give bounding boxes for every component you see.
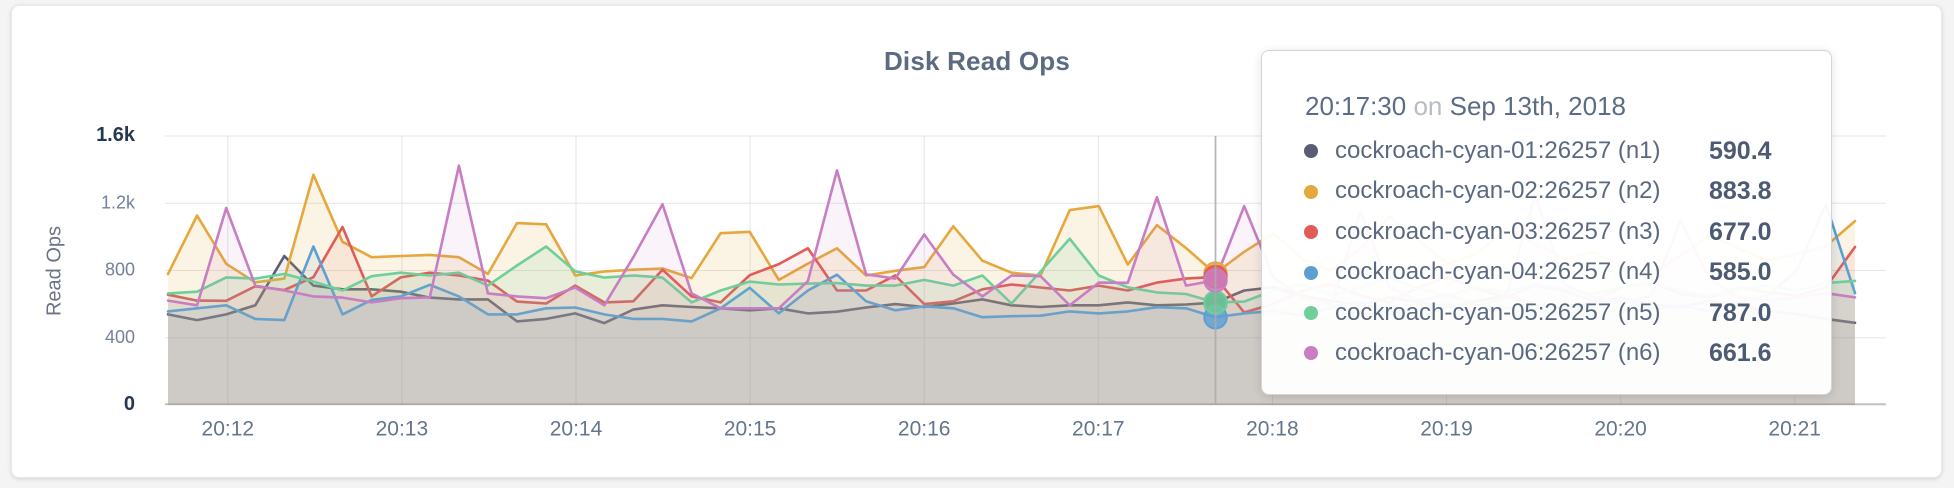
y-axis-tick-label: 800 [105, 260, 135, 280]
y-axis-tick-label: 400 [105, 327, 135, 347]
x-axis-tick-label: 20:20 [1594, 418, 1647, 441]
hover-tooltip: 20:17:30 on Sep 13th, 2018 cockroach-cya… [1261, 50, 1832, 395]
series-label: cockroach-cyan-01:26257 (n1) [1335, 137, 1661, 164]
x-axis-tick-label: 20:16 [898, 418, 951, 441]
series-color-dot-icon [1304, 305, 1318, 320]
chart-title: Disk Read Ops [883, 46, 1071, 76]
tooltip-on-word: on [1413, 91, 1443, 121]
tooltip-row: cockroach-cyan-01:26257 (n1) 590.4 [1262, 131, 1831, 171]
tooltip-row: cockroach-cyan-04:26257 (n4) 585.0 [1262, 252, 1831, 292]
x-axis-tick-label: 20:12 [202, 418, 255, 441]
x-axis-tick-label: 20:14 [550, 418, 603, 441]
series-label: cockroach-cyan-06:26257 (n6) [1335, 339, 1661, 367]
series-label: cockroach-cyan-04:26257 (n4) [1335, 258, 1661, 286]
series-label: cockroach-cyan-03:26257 (n3) [1335, 217, 1661, 245]
x-axis-tick-label: 20:18 [1246, 418, 1299, 441]
tooltip-rows: cockroach-cyan-01:26257 (n1) 590.4 cockroa… [1262, 131, 1831, 374]
tooltip-row: cockroach-cyan-06:26257 (n6) 661.6 [1262, 333, 1831, 373]
series-color-dot-icon [1304, 225, 1318, 240]
series-color-dot-icon [1304, 144, 1318, 159]
tooltip-row: cockroach-cyan-03:26257 (n3) 677.0 [1262, 212, 1831, 252]
y-axis-tick-label: 0 [124, 393, 135, 415]
tooltip-row: cockroach-cyan-05:26257 (n5) 787.0 [1262, 293, 1831, 333]
tooltip-time: 20:17:30 [1305, 91, 1407, 121]
series-value: 585.0 [1709, 258, 1772, 287]
x-axis-tick-label: 20:21 [1768, 418, 1821, 441]
series-color-dot-icon [1304, 184, 1318, 199]
y-axis-tick-label: 1.2k [101, 192, 136, 212]
x-axis-tick-label: 20:13 [376, 418, 429, 441]
tooltip-date: Sep 13th, 2018 [1449, 91, 1626, 121]
series-value: 677.0 [1709, 217, 1772, 246]
series-value: 590.4 [1709, 137, 1772, 165]
series-label: cockroach-cyan-05:26257 (n5) [1335, 298, 1661, 326]
x-axis-tick-label: 20:15 [724, 418, 777, 441]
x-axis-tick-label: 20:17 [1072, 418, 1125, 441]
tooltip-header: 20:17:30 on Sep 13th, 2018 [1305, 91, 1626, 122]
x-axis-tick-label: 20:19 [1420, 418, 1473, 441]
series-value: 883.8 [1709, 177, 1772, 206]
series-value: 787.0 [1709, 298, 1772, 327]
series-color-dot-icon [1304, 265, 1318, 280]
y-axis-tick-label: 1.6k [96, 124, 136, 146]
series-color-dot-icon [1304, 346, 1318, 361]
tooltip-row: cockroach-cyan-02:26257 (n2) 883.8 [1262, 171, 1831, 211]
series-label: cockroach-cyan-02:26257 (n2) [1335, 177, 1661, 205]
series-value: 661.6 [1709, 339, 1772, 368]
